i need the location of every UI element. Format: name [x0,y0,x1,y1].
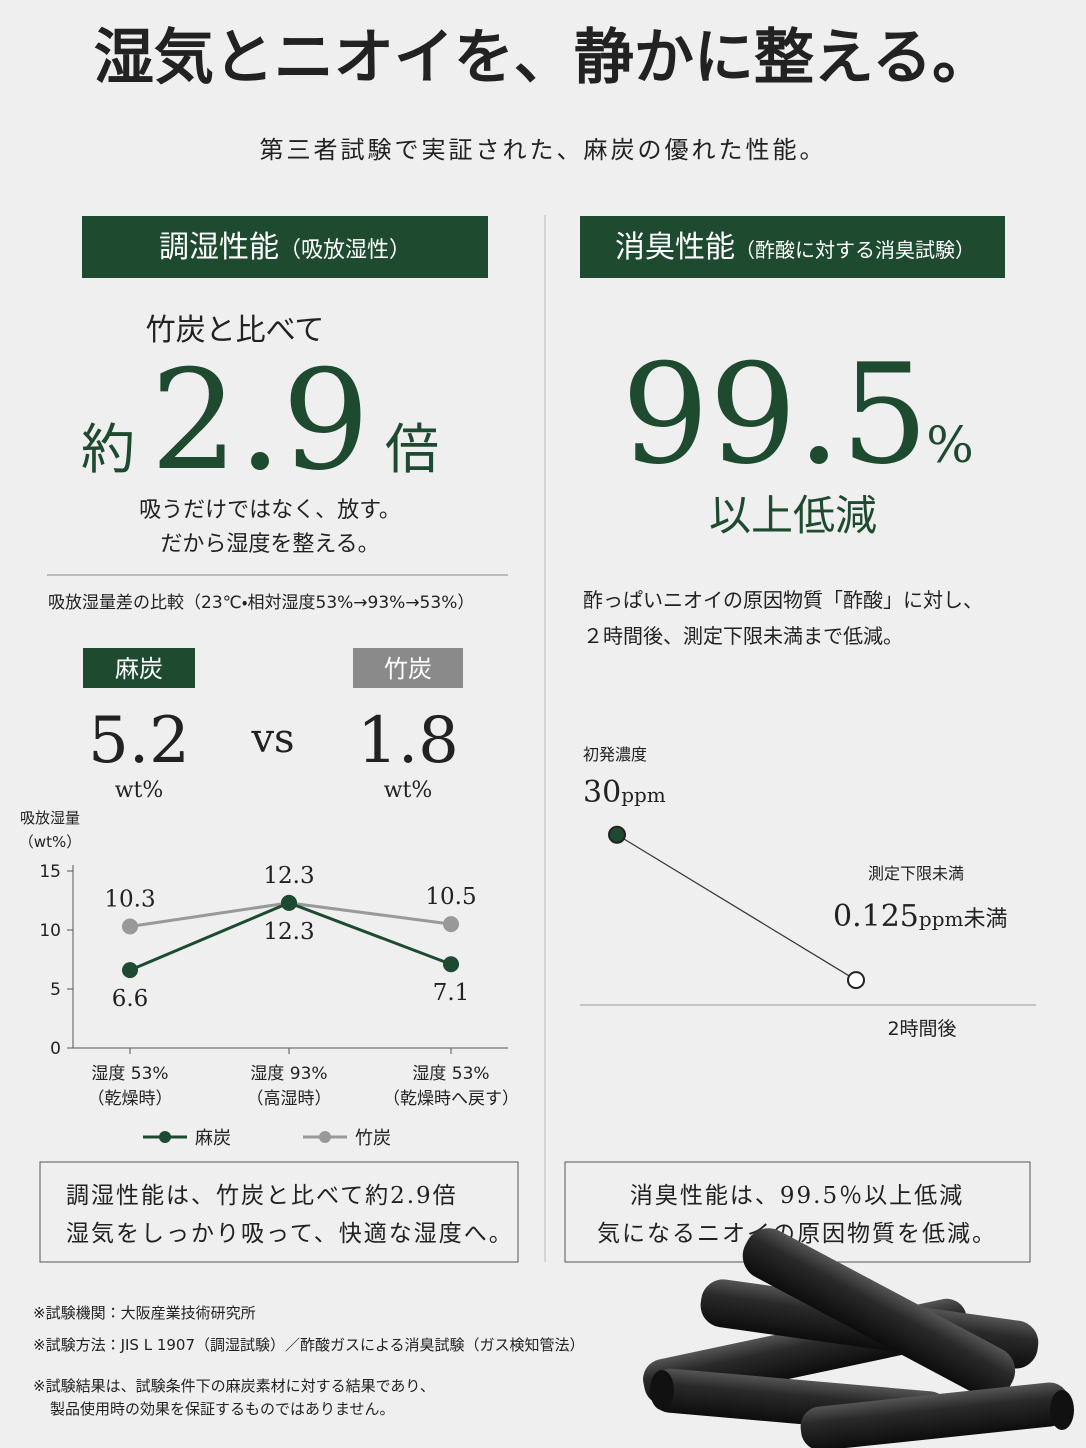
rate-unit: % [926,416,974,474]
point [122,962,138,979]
data-label: 10.3 [104,886,155,912]
heading-box [82,216,488,278]
x-tick-label: 湿度 53% [412,1064,489,1084]
data-label: 12.3 [263,919,314,945]
heading-text: 調湿性能 [159,230,279,265]
summary-box [39,1161,519,1263]
hemp-label-box [83,648,195,688]
y-tick-label: 0 [50,1039,61,1059]
legend-label: 竹炭 [355,1128,391,1149]
point [608,825,626,844]
value-label-part: ppm [621,783,666,807]
point [443,956,459,973]
result: 以上低減 [709,491,877,540]
heading-text: 消臭性能 [615,230,735,265]
comparison-title: 吸放湿量差の比較（23℃・相対湿度53%→93%→53%） [48,593,474,613]
note: 製品使用時の効果を保証するものではありません。 [50,1400,395,1418]
title: 湿気とニオイを、静かに整える。 [94,23,992,93]
x-tick-note: （乾燥時へ戻す） [383,1089,519,1109]
data-label: 6.6 [112,986,149,1012]
point [122,918,138,935]
y-axis-label: （wt%） [19,833,81,851]
body-line: ２時間後、測定下限未満まで低減。 [583,624,903,648]
value-label: 30ppm [583,775,666,810]
note: ※試験結果は、試験条件下の麻炭素材に対する結果であり、 [33,1377,435,1395]
legend-marker [319,1131,331,1143]
body-line: だから湿度を整える。 [160,532,379,557]
data-label: 10.5 [425,884,476,910]
point [847,971,865,990]
data-label: 12.3 [263,863,314,889]
bamboo-value: 1.8 [357,704,459,778]
point [443,916,459,933]
prefix: 約 [81,418,135,481]
note: ※試験機関：大阪産業技術研究所 [33,1304,256,1322]
value-label-part: ppm [919,907,964,931]
ratio: 2.9 [150,340,369,501]
legend-marker [159,1131,171,1143]
charcoal-image [643,1228,1074,1448]
body-line: 酢っぱいニオイの原因物質「酢酸」に対し、 [583,588,983,612]
x-tick-note: （高湿時） [247,1089,332,1109]
x-tick-label: 湿度 93% [250,1064,327,1084]
data-label: 7.1 [433,980,470,1006]
bamboo-label-box [353,648,463,688]
bamboo-label: 竹炭 [384,655,432,683]
x-tick-note: （乾燥時） [88,1089,173,1109]
summary-line: 調湿性能は、竹炭と比べて約2.9倍 [66,1183,458,1209]
legend-label: 麻炭 [195,1128,231,1149]
note: ※試験方法：JIS L 1907（調湿試験）／酢酸ガスによる消臭試験（ガス検知管… [33,1336,585,1354]
y-tick-label: 15 [39,862,61,882]
hemp-value: 5.2 [88,704,190,778]
rate: 99.5 [621,334,928,495]
point-title: 初発濃度 [583,745,647,764]
summary-line: 消臭性能は、99.5％以上低減 [630,1183,964,1209]
body-line: 吸うだけではなく、放す。 [139,498,401,523]
value-label: 0.125ppm未満 [833,899,1007,934]
point-title: 測定下限未満 [868,864,964,883]
subtitle: 第三者試験で実証された、麻炭の優れた性能。 [260,136,827,164]
heading-note: （吸放湿性） [279,238,411,263]
suffix: 倍 [385,418,439,481]
heading-box [580,216,1005,278]
vs: vs [250,716,294,762]
heading-note: （酢酸に対する消臭試験） [735,238,975,262]
line [616,834,857,981]
summary-line: 湿気をしっかり吸って、快適な湿度へ。 [66,1221,514,1247]
bamboo-unit: wt% [384,778,433,803]
x-tick-label: 2時間後 [887,1018,956,1040]
point [281,894,297,911]
y-tick-label: 10 [39,921,61,941]
x-tick-label: 湿度 53% [91,1064,168,1084]
hemp-label: 麻炭 [115,655,163,683]
heading: 消臭性能（酢酸に対する消臭試験） [615,230,975,265]
value-label-part: 0.125 [833,899,919,934]
lead: 竹炭と比べて [146,313,325,348]
value-label-part: 30 [583,775,621,810]
hemp-unit: wt% [115,778,164,803]
y-axis-label: 吸放湿量 [20,809,80,827]
heading: 調湿性能（吸放湿性） [159,230,411,265]
y-tick-label: 5 [50,980,61,1000]
value-label-part: 未満 [963,907,1007,932]
